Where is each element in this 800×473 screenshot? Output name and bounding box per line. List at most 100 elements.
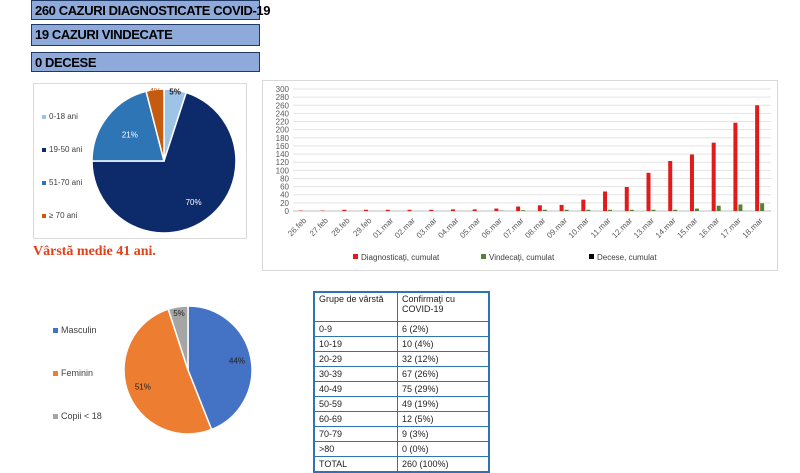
table-cell: 260 (100%) <box>398 457 490 473</box>
table-cell: 9 (3%) <box>398 427 490 442</box>
bar-diagnosed <box>342 210 346 211</box>
legend-swatch <box>481 254 486 259</box>
deaths-banner: 0 DECESE <box>31 52 260 72</box>
bar-diagnosed <box>364 210 368 211</box>
x-tick-label: 06.mar <box>480 216 504 240</box>
average-age: Vârstă medie 41 ani. <box>33 244 156 260</box>
table-cell: 0-9 <box>314 322 398 337</box>
x-tick-label: 05.mar <box>458 216 482 240</box>
bar-diagnosed <box>473 209 477 211</box>
x-tick-label: 14.mar <box>654 216 678 240</box>
table-cell: 10-19 <box>314 337 398 352</box>
x-tick-label: 18.mar <box>741 216 765 240</box>
gender-pie-chart: 44%51%5% <box>113 295 263 445</box>
bar-recovered <box>717 206 721 211</box>
bar-recovered <box>565 210 569 211</box>
pie-data-label: 21% <box>122 131 138 140</box>
pie-data-label: 44% <box>229 357 245 366</box>
table-cell: 10 (4%) <box>398 337 490 352</box>
x-tick-label: 16.mar <box>697 216 721 240</box>
bar-diagnosed <box>560 205 564 211</box>
legend-swatch <box>589 254 594 259</box>
pie-data-label: 4% <box>149 87 161 96</box>
y-tick-label: 20 <box>280 199 289 208</box>
table-cell: 20-29 <box>314 352 398 367</box>
cases-bar-chart: 0204060801001201401601802002202402602803… <box>263 81 779 272</box>
x-tick-label: 17.mar <box>719 216 743 240</box>
bar-recovered <box>608 210 612 211</box>
bar-diagnosed <box>429 210 433 211</box>
y-tick-label: 200 <box>276 126 290 135</box>
table-cell: >80 <box>314 442 398 457</box>
bar-recovered <box>586 210 590 211</box>
legend-swatch <box>53 371 58 376</box>
y-tick-label: 120 <box>276 158 290 167</box>
table-cell: 75 (29%) <box>398 382 490 397</box>
legend-swatch <box>53 414 58 419</box>
x-tick-label: 10.mar <box>567 216 591 240</box>
legend-swatch <box>353 254 358 259</box>
legend-label: Vindecaţi, cumulat <box>489 253 555 262</box>
bar-recovered <box>695 209 699 211</box>
pie-data-label: 70% <box>186 198 202 207</box>
table-cell: 6 (2%) <box>398 322 490 337</box>
bar-recovered <box>521 210 525 211</box>
bar-recovered <box>760 203 764 211</box>
x-tick-label: 11.mar <box>589 216 613 240</box>
table-cell: 49 (19%) <box>398 397 490 412</box>
x-tick-label: 26.feb <box>286 216 308 238</box>
y-tick-label: 260 <box>276 101 290 110</box>
legend-item: Copii < 18 <box>53 411 102 421</box>
y-tick-label: 280 <box>276 93 290 102</box>
table-cell: 0 (0%) <box>398 442 490 457</box>
bar-diagnosed <box>494 209 498 211</box>
legend-item: Masculin <box>53 325 97 335</box>
bar-recovered <box>630 210 634 211</box>
recovered-banner: 19 CAZURI VINDECATE <box>31 24 260 46</box>
pie-data-label: 5% <box>169 87 181 96</box>
x-tick-label: 04.mar <box>436 216 460 240</box>
age-pie-chart: 5% 70% 21% 4% <box>34 84 248 240</box>
bar-diagnosed <box>408 210 412 211</box>
x-tick-label: 09.mar <box>545 216 569 240</box>
table-cell: 30-39 <box>314 367 398 382</box>
bar-diagnosed <box>538 205 542 211</box>
y-tick-label: 160 <box>276 142 290 151</box>
bar-diagnosed <box>733 123 737 211</box>
legend-swatch <box>53 328 58 333</box>
y-tick-label: 100 <box>276 166 290 175</box>
table-cell: 60-69 <box>314 412 398 427</box>
bar-diagnosed <box>451 209 455 211</box>
legend-label: Decese, cumulat <box>597 253 657 262</box>
legend-label: Feminin <box>61 368 93 378</box>
pie-data-label: 5% <box>173 309 185 318</box>
x-tick-label: 08.mar <box>523 216 547 240</box>
bar-diagnosed <box>647 173 651 211</box>
table-cell: 70-79 <box>314 427 398 442</box>
legend-label: Masculin <box>61 325 97 335</box>
table-cell: TOTAL <box>314 457 398 473</box>
bar-recovered <box>543 210 547 211</box>
bar-recovered <box>652 210 656 211</box>
bar-diagnosed <box>755 105 759 211</box>
y-tick-label: 180 <box>276 134 290 143</box>
bar-diagnosed <box>712 143 716 211</box>
y-tick-label: 60 <box>280 183 289 192</box>
x-tick-label: 07.mar <box>502 216 526 240</box>
bar-recovered <box>673 210 677 211</box>
table-cell: 12 (5%) <box>398 412 490 427</box>
legend-label: Diagnosticaţi, cumulat <box>361 253 440 262</box>
bar-diagnosed <box>386 210 390 211</box>
x-tick-label: 03.mar <box>415 216 439 240</box>
